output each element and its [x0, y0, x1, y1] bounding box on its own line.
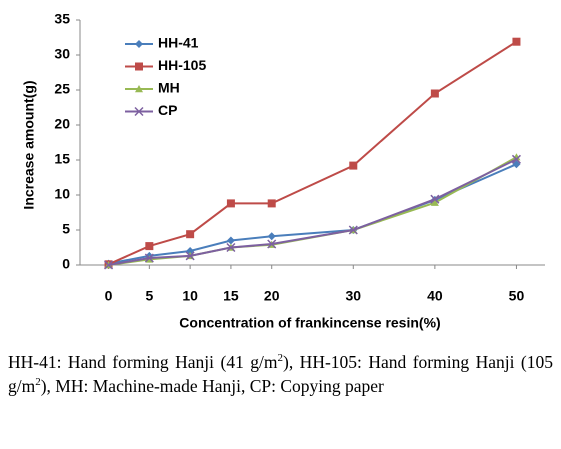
series-line — [108, 156, 517, 266]
caption-text: ), HH-105: Hand forming Hanji (105 g/m — [8, 352, 553, 396]
data-point — [267, 232, 276, 241]
data-point — [185, 251, 195, 261]
legend-label: CP — [158, 102, 177, 118]
x-tick-label: 5 — [145, 288, 153, 304]
legend-label: HH-41 — [158, 35, 199, 51]
x-tick-label: 30 — [346, 288, 362, 304]
series-line — [108, 40, 517, 266]
caption: HH-41: Hand forming Hanji (41 g/m2), HH-… — [8, 350, 553, 398]
data-point — [430, 89, 439, 98]
x-tick-label: 20 — [264, 288, 280, 304]
data-point — [226, 242, 236, 253]
y-tick-label: 15 — [54, 151, 70, 167]
legend-marker — [135, 40, 143, 48]
y-tick-label: 20 — [54, 116, 70, 132]
data-point — [511, 154, 521, 164]
legend-marker — [134, 106, 144, 117]
data-point — [267, 199, 276, 208]
data-point — [348, 225, 358, 235]
data-point — [267, 239, 277, 249]
caption-text: ), MH: Machine-made Hanji, CP: Copying p… — [40, 376, 384, 396]
y-tick-label: 0 — [62, 256, 70, 272]
data-point — [512, 153, 521, 161]
data-point — [226, 236, 235, 245]
caption-superscript: 2 — [277, 352, 284, 365]
data-point — [226, 199, 235, 208]
x-tick-label: 0 — [105, 288, 113, 304]
data-point — [349, 161, 358, 170]
data-point — [430, 194, 440, 204]
data-point — [104, 260, 114, 270]
chart: Increase amount(g) Concentration of fran… — [21, 11, 545, 331]
y-tick-label: 35 — [54, 11, 70, 27]
x-tick-label: 40 — [427, 288, 443, 304]
y-tick-label: 5 — [62, 221, 70, 237]
x-tick-label: 50 — [509, 288, 525, 304]
legend-label: HH-105 — [158, 57, 206, 73]
y-tick-label: 10 — [54, 186, 70, 202]
x-axis-label: Concentration of frankincense resin(%) — [179, 315, 440, 331]
data-point — [512, 37, 521, 46]
series-line — [108, 163, 517, 265]
y-tick-label: 30 — [54, 46, 70, 62]
x-tick-label: 15 — [223, 288, 239, 304]
caption-text: HH-41: Hand forming Hanji (41 g/m — [8, 352, 278, 372]
data-point — [430, 198, 439, 206]
caption-superscript: 2 — [35, 376, 41, 389]
legend-label: MH — [158, 80, 180, 96]
data-point — [144, 253, 154, 263]
legend-marker — [135, 62, 143, 71]
legend-marker — [135, 85, 143, 93]
data-point — [186, 230, 195, 239]
data-point — [145, 242, 154, 251]
series-line — [108, 158, 517, 266]
x-tick-label: 10 — [182, 288, 198, 304]
y-axis-label: Increase amount(g) — [21, 80, 37, 209]
y-tick-label: 25 — [54, 81, 70, 97]
